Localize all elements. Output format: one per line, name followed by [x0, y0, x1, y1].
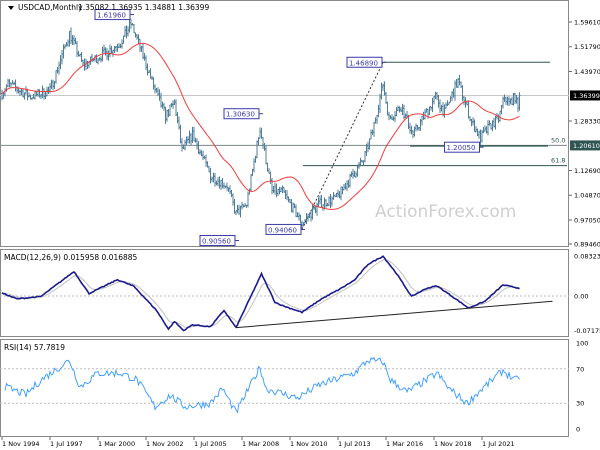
current-price-tag [570, 90, 600, 101]
time-axis-label: 1 Nov 2018 [434, 440, 472, 448]
rsi-axis-label: 100 [576, 340, 588, 348]
price-axis-label: 1.43970 [574, 68, 600, 76]
macd-panel-frame [0, 249, 569, 337]
rsi-line [4, 356, 520, 414]
price-axis-label: 1.04870 [574, 192, 600, 200]
price-axis-label: 1.59610 [574, 19, 600, 27]
time-axis-label: 1 Mar 2000 [98, 440, 135, 448]
price-axis-label: 1.28330 [574, 117, 600, 125]
macd-signal-line [1, 259, 520, 328]
time-axis-label: 1 Jul 2005 [194, 440, 227, 448]
rsi-axis-label: 0 [576, 426, 580, 434]
ohlc-readout: 1.35082 1.36935 1.34881 1.36399 [78, 3, 209, 12]
watermark: ActionForex.com [375, 202, 516, 222]
price-annotation-label: 1.30630 [226, 111, 255, 119]
rsi-axis-label: 30 [576, 400, 584, 408]
macd-trendline [235, 300, 553, 329]
moving-average-line [1, 42, 520, 210]
time-axis-label: 1 Jul 2013 [338, 440, 371, 448]
symbol-title: USDCAD,Monthly [18, 3, 83, 12]
fib-618-label: 61.8 [551, 157, 565, 165]
time-axis-label: 1 Nov 2010 [290, 440, 328, 448]
price-bar [518, 92, 521, 111]
rsi-title: RSI(14) 57.7819 [4, 343, 65, 352]
price-axis-label: 1.51790 [574, 43, 600, 51]
price-panel: ActionForex.com 50.0 61.8 1.61960 1.30630 0… [0, 0, 569, 247]
macd-panel: MACD(12,26,9) 0.015958 0.016885 [0, 249, 569, 337]
time-axis-label: 1 Jul 1997 [50, 440, 83, 448]
time-axis-label: 1 Jul 2021 [482, 440, 515, 448]
time-axis-label: 1 Nov 2002 [146, 440, 184, 448]
time-axis-label: 1 Nov 1994 [2, 440, 40, 448]
macd-axis-label: 0.083235 [574, 253, 600, 261]
price-annotation-label: 1.20050 [447, 144, 476, 152]
price-axis-label: 1.12690 [574, 167, 600, 175]
fib-50-axis-label: 1.20610 [573, 142, 600, 150]
fib-50-label: 50.0 [551, 136, 565, 144]
price-annotation-label: 0.90560 [202, 238, 231, 246]
dashed-trendline [301, 62, 384, 230]
price-axis-label: 0.97050 [574, 216, 600, 224]
rsi-panel-frame [0, 339, 569, 437]
current-price-label: 1.36399 [573, 92, 600, 100]
dropdown-triangle-icon[interactable] [8, 6, 14, 10]
price-annotation-label: 1.46890 [349, 59, 378, 67]
fib-50-tag [570, 140, 600, 151]
price-annotation-label: 1.61960 [97, 12, 126, 20]
rsi-axis-label: 70 [576, 365, 584, 373]
macd-axis-label: 0.00 [574, 293, 588, 301]
macd-axis-label: -0.071752 [574, 327, 600, 335]
time-axis: 1 Nov 1994 1 Jul 1997 1 Mar 2000 1 Nov 2002… [1, 437, 515, 448]
macd-title: MACD(12,26,9) 0.015958 0.016885 [4, 253, 138, 262]
time-axis-label: 1 Mar 2016 [386, 440, 423, 448]
rsi-panel: RSI(14) 57.7819 [0, 339, 569, 437]
macd-line [1, 255, 520, 332]
price-annotation-label: 0.94060 [268, 226, 297, 234]
time-axis-label: 1 Mar 2008 [242, 440, 279, 448]
price-panel-frame [0, 0, 569, 247]
price-axis-label: 0.89460 [574, 241, 600, 249]
